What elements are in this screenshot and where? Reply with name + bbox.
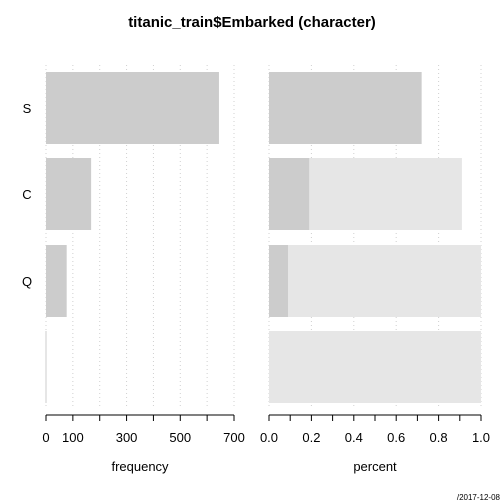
bar-percent-Q: [269, 245, 289, 317]
bar-C: [46, 158, 92, 230]
category-label-C: C: [22, 187, 31, 202]
x-axis-label: frequency: [111, 459, 169, 474]
x-tick-label: 700: [223, 430, 245, 445]
footer-date: /2017-12-08: [457, 493, 501, 502]
x-tick-label: 0.0: [260, 430, 278, 445]
x-tick-label: 0: [42, 430, 49, 445]
percent-panel: 0.0 0.2 0.4 0.6 0.8 1.0 percent: [260, 65, 490, 474]
bar-S: [46, 72, 219, 144]
bar-cumulative-C: [309, 158, 462, 230]
frequency-panel: S C Q 0 100 300 500 700 frequency: [22, 65, 245, 474]
x-tick-label: 300: [116, 430, 138, 445]
x-tick-label: 0.2: [302, 430, 320, 445]
bar-cumulative-missing: [269, 331, 481, 403]
chart-title: titanic_train$Embarked (character): [128, 14, 376, 31]
bar-cumulative-Q: [288, 245, 481, 317]
category-label-Q: Q: [22, 274, 32, 289]
x-tick-label: 0.8: [430, 430, 448, 445]
x-tick-label: 500: [169, 430, 191, 445]
x-tick-label: 1.0: [472, 430, 490, 445]
x-axis-label: percent: [353, 459, 397, 474]
category-label-S: S: [23, 101, 32, 116]
x-tick-label: 0.4: [345, 430, 363, 445]
x-tick-label: 0.6: [387, 430, 405, 445]
bar-percent-C: [269, 158, 310, 230]
bar-percent-S: [269, 72, 422, 144]
bar-Q: [46, 245, 67, 317]
x-tick-label: 100: [62, 430, 84, 445]
